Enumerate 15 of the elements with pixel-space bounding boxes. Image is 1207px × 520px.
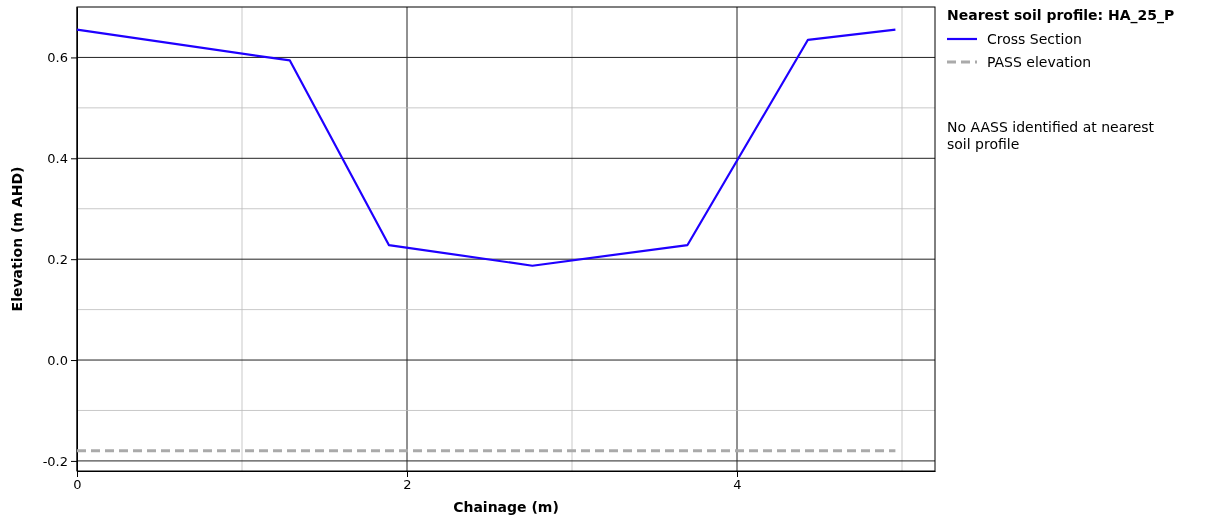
- legend-label: Cross Section: [987, 31, 1082, 47]
- x-tick-label: 0: [73, 477, 82, 493]
- x-tick-label: 4: [733, 477, 742, 493]
- y-tick-label: 0.6: [47, 50, 68, 66]
- y-tick-label: -0.2: [42, 453, 68, 469]
- y-tick-label: 0.0: [47, 352, 68, 368]
- y-tick-label: 0.4: [47, 150, 68, 166]
- y-axis-title: Elevation (m AHD): [9, 166, 25, 312]
- legend-title: Nearest soil profile: HA_25_P: [947, 7, 1175, 24]
- x-tick-label: 2: [403, 477, 412, 493]
- line-series: [75, 28, 897, 267]
- legend-label: PASS elevation: [987, 54, 1092, 70]
- y-tick-label: 0.2: [47, 251, 68, 267]
- x-axis-title: Chainage (m): [453, 499, 559, 515]
- text: No AASS identified at nearest soil profile: [947, 119, 1155, 152]
